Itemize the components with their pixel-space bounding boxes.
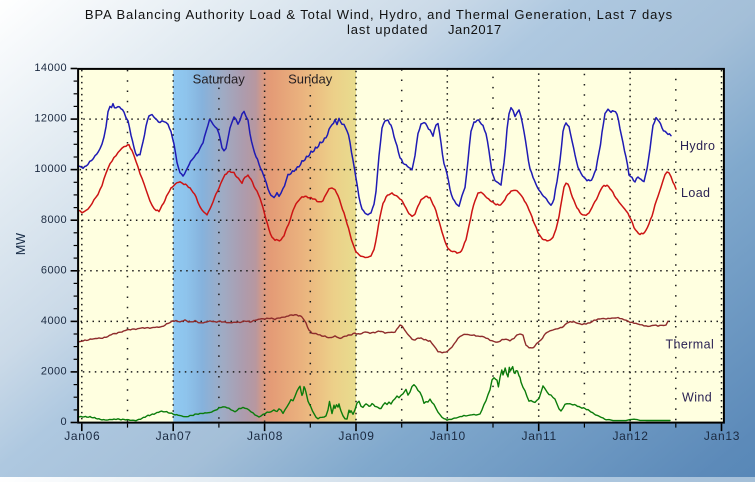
svg-text:6000: 6000 (41, 264, 67, 276)
svg-text:last updated: last updated (347, 22, 428, 37)
svg-text:Hydro: Hydro (680, 139, 715, 153)
svg-text:Jan10: Jan10 (430, 429, 466, 443)
svg-text:Jan08: Jan08 (247, 429, 283, 443)
svg-text:Jan07: Jan07 (156, 429, 192, 443)
svg-text:Jan13: Jan13 (704, 429, 740, 443)
svg-text:14000: 14000 (34, 62, 67, 74)
svg-text:Jan06: Jan06 (64, 429, 100, 443)
svg-text:Load: Load (681, 186, 710, 200)
svg-text:Jan2017: Jan2017 (448, 22, 502, 37)
svg-text:Thermal: Thermal (666, 337, 715, 351)
svg-text:Jan09: Jan09 (338, 429, 374, 443)
svg-text:0: 0 (60, 416, 67, 428)
svg-text:2000: 2000 (41, 366, 67, 378)
svg-text:MW: MW (14, 233, 28, 255)
svg-text:8000: 8000 (41, 214, 67, 226)
svg-text:Saturday: Saturday (193, 71, 246, 86)
svg-text:Jan12: Jan12 (612, 429, 648, 443)
svg-text:Jan11: Jan11 (522, 429, 557, 443)
svg-text:12000: 12000 (34, 113, 67, 125)
svg-text:Wind: Wind (682, 391, 712, 405)
svg-text:4000: 4000 (41, 315, 67, 327)
svg-text:10000: 10000 (34, 163, 67, 175)
svg-text:BPA Balancing Authority Load &: BPA Balancing Authority Load & Total Win… (85, 7, 673, 22)
svg-text:Sunday: Sunday (288, 71, 333, 86)
